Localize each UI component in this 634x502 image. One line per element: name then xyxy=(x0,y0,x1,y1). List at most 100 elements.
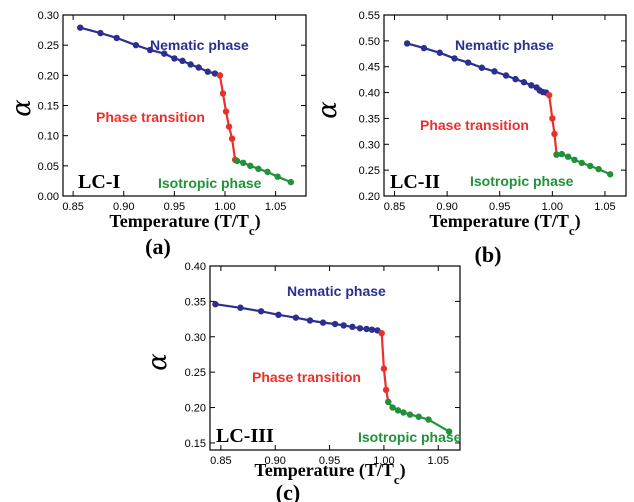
panel-label: (a) xyxy=(145,234,171,259)
data-point-nematic xyxy=(113,34,120,42)
data-point-nematic xyxy=(257,308,265,315)
data-point-isotropic xyxy=(406,411,414,418)
data-point-nematic xyxy=(237,304,244,311)
x-axis-title: Temperature (T/Tc) xyxy=(254,460,405,487)
data-point-isotropic xyxy=(400,409,407,416)
y-tick-label: 0.30 xyxy=(185,332,206,344)
data-point-transition xyxy=(222,108,230,115)
data-point-nematic xyxy=(520,79,528,86)
data-point-isotropic xyxy=(247,162,254,170)
series-label-nematic: Nematic phase xyxy=(455,37,554,53)
data-point-isotropic xyxy=(425,416,432,423)
y-tick-label: 0.20 xyxy=(359,191,380,203)
data-point-nematic xyxy=(204,68,211,75)
data-point-nematic xyxy=(171,55,178,62)
data-point-nematic xyxy=(212,301,219,308)
data-point-nematic xyxy=(77,24,84,31)
series-label-isotropic: Isotropic phase xyxy=(470,173,574,189)
x-tick-label: 0.90 xyxy=(436,201,457,213)
x-axis-title: Temperature (T/Tc) xyxy=(429,211,580,238)
data-point-isotropic xyxy=(571,156,578,163)
series-label-nematic: Nematic phase xyxy=(150,37,249,53)
data-point-isotropic xyxy=(595,165,602,173)
y-tick-label: 0.20 xyxy=(185,403,206,415)
plot-frame xyxy=(383,14,627,197)
data-point-nematic xyxy=(356,325,364,332)
data-point-transition xyxy=(382,386,390,394)
data-point-nematic xyxy=(275,311,282,319)
panel-3: 0.85 0.90 0.95 1.00 1.05 0.15 0.20 0.25 0.30 0.35… xyxy=(143,261,462,502)
data-point-isotropic xyxy=(587,162,594,170)
data-point-nematic xyxy=(502,72,510,79)
series-line-transition xyxy=(548,95,558,155)
x-tick-label: 0.85 xyxy=(384,201,405,213)
data-point-isotropic xyxy=(287,178,295,186)
data-point-isotropic xyxy=(233,157,241,165)
data-point-isotropic xyxy=(274,173,281,180)
y-tick-label: 0.35 xyxy=(185,296,206,308)
y-tick-label: 0.50 xyxy=(359,36,380,48)
data-point-nematic xyxy=(349,323,356,331)
panel-1: 0.85 0.90 0.95 1.00 1.05 0.00 0.05 0.10 0.15 0.20… xyxy=(7,10,307,259)
y-tick-label: 0.30 xyxy=(359,139,380,151)
x-tick-label: 0.95 xyxy=(164,201,185,213)
panel-2: 0.85 0.90 0.95 1.00 1.05 0.20 0.25 0.30 0.35 0.40… xyxy=(313,10,627,267)
series-label-transition: Phase transition xyxy=(96,109,205,125)
data-point-isotropic xyxy=(553,151,560,158)
sample-label: LC-II xyxy=(390,171,440,193)
data-point-transition xyxy=(545,91,553,99)
series-label-nematic: Nematic phase xyxy=(287,283,386,299)
data-point-nematic xyxy=(161,50,168,57)
data-point-nematic xyxy=(512,75,519,83)
data-point-isotropic xyxy=(264,168,271,176)
series-label-isotropic: Isotropic phase xyxy=(358,429,462,445)
y-tick-label: 0.00 xyxy=(38,191,59,203)
data-point-nematic xyxy=(132,41,140,49)
y-tick-label: 0.25 xyxy=(185,367,206,379)
data-point-nematic xyxy=(436,49,443,56)
panel-label: (b) xyxy=(475,242,502,267)
data-point-nematic xyxy=(478,64,486,71)
data-point-transition xyxy=(378,330,385,337)
data-point-nematic xyxy=(528,82,535,89)
y-tick-label: 0.40 xyxy=(359,88,380,100)
x-tick-label: 1.00 xyxy=(542,201,563,213)
data-point-isotropic xyxy=(255,165,262,173)
data-point-nematic xyxy=(97,29,104,37)
data-point-transition xyxy=(549,115,556,122)
data-point-nematic xyxy=(195,64,202,71)
data-point-transition xyxy=(228,135,236,142)
x-tick-label: 0.90 xyxy=(113,201,134,213)
data-point-nematic xyxy=(363,325,370,333)
x-tick-label: 1.05 xyxy=(594,201,615,213)
y-axis-title: α xyxy=(143,353,173,371)
data-point-transition xyxy=(225,123,233,130)
sample-label: LC-I xyxy=(78,171,120,193)
data-point-nematic xyxy=(420,44,428,52)
x-tick-label: 1.05 xyxy=(428,455,449,467)
data-point-isotropic xyxy=(564,153,572,160)
y-axis-title: α xyxy=(7,99,37,117)
data-point-nematic xyxy=(146,46,154,54)
x-tick-label: 0.85 xyxy=(210,455,231,467)
y-axis-title: α xyxy=(313,101,343,119)
series-label-isotropic: Isotropic phase xyxy=(158,175,262,191)
y-tick-label: 0.35 xyxy=(359,113,380,125)
data-point-transition xyxy=(216,72,224,79)
data-point-transition xyxy=(380,365,388,372)
series-label-transition: Phase transition xyxy=(420,117,529,133)
data-point-isotropic xyxy=(385,398,392,406)
sample-label: LC-III xyxy=(216,425,274,447)
x-tick-label: 1.05 xyxy=(265,201,286,213)
data-point-isotropic xyxy=(558,150,566,158)
data-point-isotropic xyxy=(389,404,396,411)
y-tick-label: 0.20 xyxy=(38,70,59,82)
x-tick-label: 0.95 xyxy=(489,201,510,213)
y-tick-label: 0.05 xyxy=(38,161,59,173)
data-point-nematic xyxy=(331,320,339,328)
y-tick-label: 0.15 xyxy=(185,438,206,450)
x-tick-label: 0.90 xyxy=(265,455,286,467)
y-tick-label: 0.40 xyxy=(185,261,206,273)
data-point-nematic xyxy=(319,319,327,326)
